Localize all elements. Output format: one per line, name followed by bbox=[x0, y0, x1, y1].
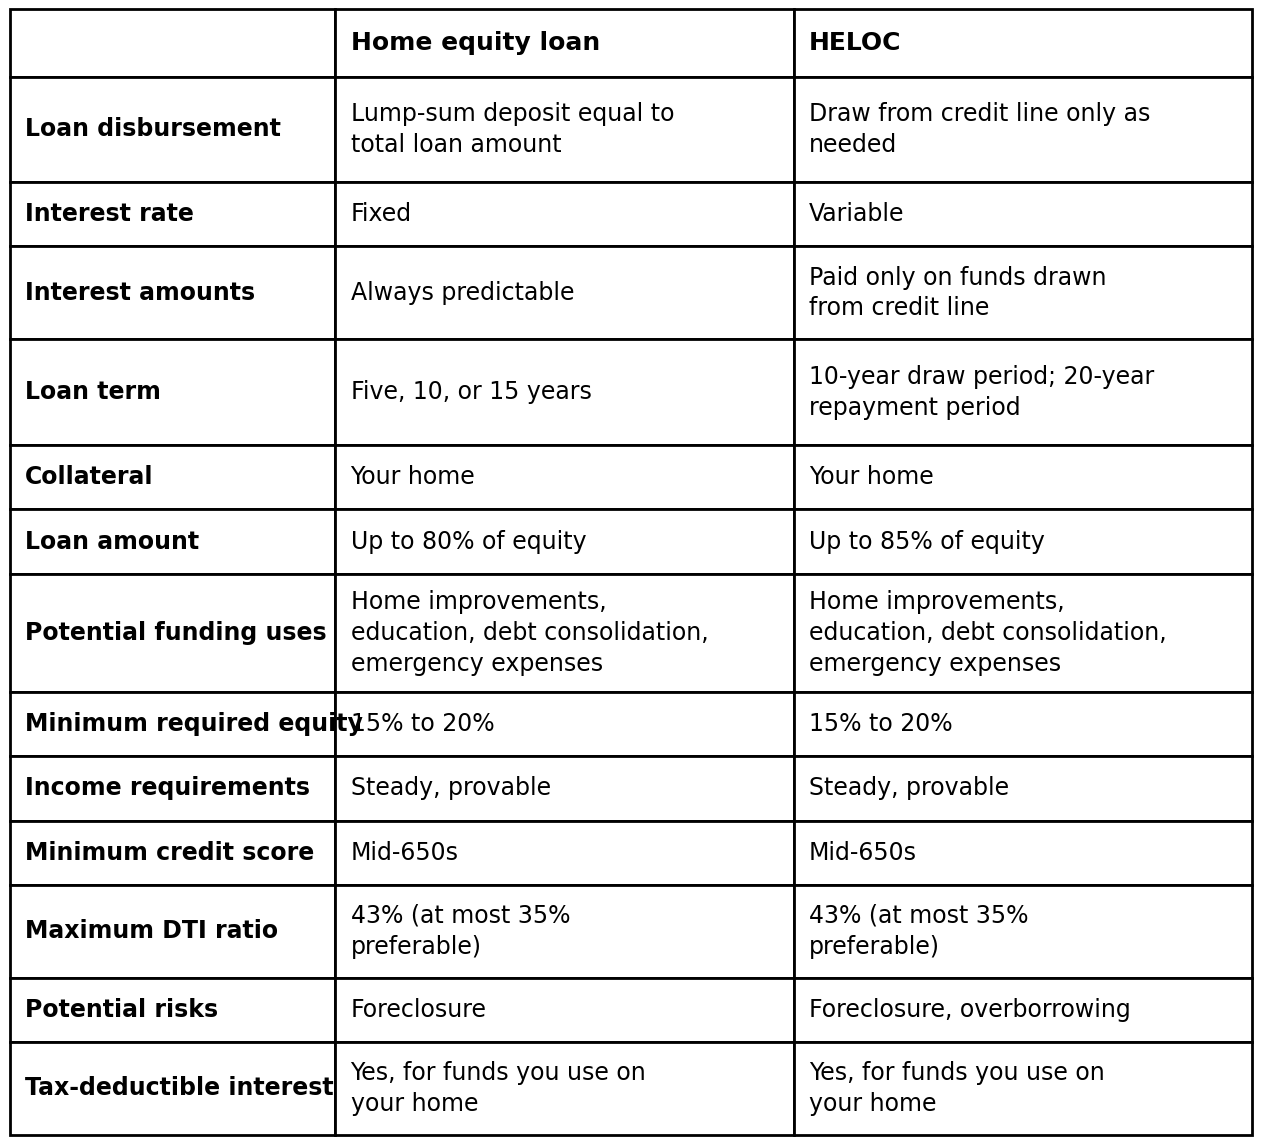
Bar bbox=[794, 820, 1252, 884]
Text: Income requirements: Income requirements bbox=[25, 777, 310, 801]
Text: Your home: Your home bbox=[351, 466, 476, 490]
Text: Loan amount: Loan amount bbox=[25, 530, 199, 554]
Text: Foreclosure, overborrowing: Foreclosure, overborrowing bbox=[809, 998, 1131, 1022]
Text: Minimum credit score: Minimum credit score bbox=[25, 841, 314, 865]
Bar bbox=[336, 756, 794, 820]
Text: Home equity loan: Home equity loan bbox=[351, 31, 599, 55]
Bar bbox=[10, 182, 336, 246]
Bar bbox=[794, 509, 1252, 573]
Text: Home improvements,
education, debt consolidation,
emergency expenses: Home improvements, education, debt conso… bbox=[351, 590, 708, 676]
Text: Tax-deductible interest: Tax-deductible interest bbox=[25, 1077, 334, 1101]
Text: Mid-650s: Mid-650s bbox=[351, 841, 458, 865]
Text: Yes, for funds you use on
your home: Yes, for funds you use on your home bbox=[809, 1060, 1104, 1115]
Bar bbox=[10, 9, 336, 77]
Bar bbox=[10, 884, 336, 978]
Text: Foreclosure: Foreclosure bbox=[351, 998, 487, 1022]
Bar bbox=[336, 509, 794, 573]
Bar bbox=[10, 246, 336, 340]
Text: Five, 10, or 15 years: Five, 10, or 15 years bbox=[351, 381, 592, 404]
Bar bbox=[794, 9, 1252, 77]
Text: Steady, provable: Steady, provable bbox=[351, 777, 550, 801]
Text: Home improvements,
education, debt consolidation,
emergency expenses: Home improvements, education, debt conso… bbox=[809, 590, 1166, 676]
Bar bbox=[10, 573, 336, 692]
Bar bbox=[336, 445, 794, 509]
Text: 43% (at most 35%
preferable): 43% (at most 35% preferable) bbox=[809, 904, 1029, 959]
Bar bbox=[10, 756, 336, 820]
Bar bbox=[10, 820, 336, 884]
Text: Interest amounts: Interest amounts bbox=[25, 281, 255, 305]
Bar bbox=[10, 1042, 336, 1135]
Bar bbox=[10, 692, 336, 756]
Bar bbox=[10, 509, 336, 573]
Text: Variable: Variable bbox=[809, 202, 905, 227]
Bar bbox=[794, 77, 1252, 182]
Bar bbox=[10, 978, 336, 1042]
Text: Maximum DTI ratio: Maximum DTI ratio bbox=[25, 919, 279, 943]
Text: Loan term: Loan term bbox=[25, 381, 162, 404]
Text: Up to 85% of equity: Up to 85% of equity bbox=[809, 530, 1045, 554]
Bar bbox=[794, 978, 1252, 1042]
Bar bbox=[336, 820, 794, 884]
Text: Paid only on funds drawn
from credit line: Paid only on funds drawn from credit lin… bbox=[809, 265, 1107, 320]
Bar bbox=[794, 573, 1252, 692]
Bar bbox=[794, 182, 1252, 246]
Bar bbox=[336, 573, 794, 692]
Text: Always predictable: Always predictable bbox=[351, 281, 574, 305]
Bar bbox=[336, 978, 794, 1042]
Bar bbox=[336, 9, 794, 77]
Bar bbox=[336, 340, 794, 445]
Text: Potential funding uses: Potential funding uses bbox=[25, 621, 327, 645]
Bar bbox=[336, 884, 794, 978]
Text: Your home: Your home bbox=[809, 466, 934, 490]
Bar bbox=[794, 246, 1252, 340]
Text: Minimum required equity: Minimum required equity bbox=[25, 713, 363, 737]
Text: Yes, for funds you use on
your home: Yes, for funds you use on your home bbox=[351, 1060, 646, 1115]
Text: Draw from credit line only as
needed: Draw from credit line only as needed bbox=[809, 102, 1150, 157]
Text: 10-year draw period; 20-year
repayment period: 10-year draw period; 20-year repayment p… bbox=[809, 365, 1153, 420]
Bar bbox=[336, 246, 794, 340]
Bar bbox=[336, 692, 794, 756]
Text: Up to 80% of equity: Up to 80% of equity bbox=[351, 530, 587, 554]
Text: Collateral: Collateral bbox=[25, 466, 154, 490]
Text: Interest rate: Interest rate bbox=[25, 202, 194, 227]
Text: 43% (at most 35%
preferable): 43% (at most 35% preferable) bbox=[351, 904, 570, 959]
Text: Steady, provable: Steady, provable bbox=[809, 777, 1008, 801]
Text: Lump-sum deposit equal to
total loan amount: Lump-sum deposit equal to total loan amo… bbox=[351, 102, 674, 157]
Bar bbox=[794, 1042, 1252, 1135]
Bar bbox=[794, 756, 1252, 820]
Bar bbox=[794, 340, 1252, 445]
Bar bbox=[794, 445, 1252, 509]
Bar bbox=[336, 1042, 794, 1135]
Text: Mid-650s: Mid-650s bbox=[809, 841, 916, 865]
Bar bbox=[336, 182, 794, 246]
Text: 15% to 20%: 15% to 20% bbox=[351, 713, 495, 737]
Bar bbox=[336, 77, 794, 182]
Text: HELOC: HELOC bbox=[809, 31, 901, 55]
Bar bbox=[10, 445, 336, 509]
Bar bbox=[794, 884, 1252, 978]
Bar bbox=[10, 77, 336, 182]
Text: Loan disbursement: Loan disbursement bbox=[25, 118, 281, 142]
Bar bbox=[794, 692, 1252, 756]
Text: Potential risks: Potential risks bbox=[25, 998, 218, 1022]
Text: 15% to 20%: 15% to 20% bbox=[809, 713, 953, 737]
Bar bbox=[10, 340, 336, 445]
Text: Fixed: Fixed bbox=[351, 202, 411, 227]
